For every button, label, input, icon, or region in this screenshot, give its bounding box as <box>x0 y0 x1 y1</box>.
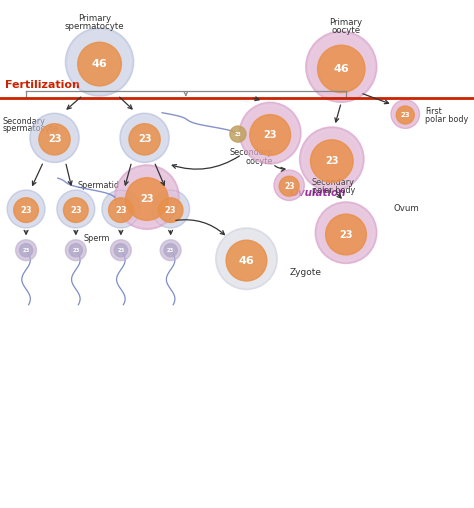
Circle shape <box>58 192 93 227</box>
Circle shape <box>274 170 304 201</box>
Circle shape <box>302 130 362 189</box>
Text: 23: 23 <box>48 134 61 144</box>
Circle shape <box>242 105 299 162</box>
Text: 23: 23 <box>138 134 151 144</box>
Text: polar body: polar body <box>425 115 468 124</box>
Text: spermatocyte: spermatocyte <box>2 124 58 133</box>
Circle shape <box>300 127 364 192</box>
Circle shape <box>32 115 77 161</box>
Text: 23: 23 <box>70 206 82 214</box>
Circle shape <box>9 192 44 227</box>
Text: 23: 23 <box>72 248 80 252</box>
Text: 23: 23 <box>401 112 410 118</box>
Text: 23: 23 <box>22 248 30 252</box>
Text: Primary: Primary <box>329 18 363 27</box>
Circle shape <box>250 115 291 155</box>
Circle shape <box>160 240 181 261</box>
Text: spermatocyte: spermatocyte <box>65 22 125 31</box>
Circle shape <box>126 178 168 220</box>
Circle shape <box>392 101 419 127</box>
Circle shape <box>279 176 299 196</box>
Text: 23: 23 <box>20 206 32 214</box>
Circle shape <box>216 228 277 290</box>
Circle shape <box>64 198 88 223</box>
Circle shape <box>306 31 377 102</box>
Circle shape <box>114 243 128 257</box>
Circle shape <box>16 240 36 261</box>
Circle shape <box>310 140 353 182</box>
Text: Secondary: Secondary <box>2 117 45 126</box>
Circle shape <box>318 45 365 92</box>
Text: Fertilization: Fertilization <box>5 80 80 90</box>
Text: oocyte: oocyte <box>331 26 361 36</box>
Circle shape <box>239 102 301 164</box>
Text: Secondary: Secondary <box>230 148 273 156</box>
Circle shape <box>391 100 419 129</box>
Text: 23: 23 <box>115 206 127 214</box>
Text: 46: 46 <box>91 59 108 69</box>
Circle shape <box>65 28 134 96</box>
Text: Secondary: Secondary <box>312 178 355 187</box>
Text: polar body: polar body <box>312 186 355 196</box>
Text: Ovum: Ovum <box>393 204 419 213</box>
Circle shape <box>57 190 95 228</box>
Circle shape <box>315 202 377 264</box>
Circle shape <box>153 192 188 227</box>
Circle shape <box>65 240 86 261</box>
Text: Primary: Primary <box>78 14 111 23</box>
Circle shape <box>7 190 45 228</box>
Text: Spermatid: Spermatid <box>77 181 119 190</box>
Text: First: First <box>425 107 442 116</box>
Text: Sperm: Sperm <box>84 234 110 243</box>
Circle shape <box>110 240 131 261</box>
Circle shape <box>30 113 79 163</box>
Text: 23: 23 <box>264 130 277 140</box>
Circle shape <box>120 113 169 163</box>
Text: 23: 23 <box>325 156 338 166</box>
Circle shape <box>69 243 82 257</box>
Circle shape <box>115 165 179 229</box>
Circle shape <box>78 42 121 86</box>
Circle shape <box>39 124 70 155</box>
Circle shape <box>275 171 303 199</box>
Text: 23: 23 <box>117 248 125 252</box>
Circle shape <box>230 126 246 142</box>
Circle shape <box>309 34 374 100</box>
Text: Zygote: Zygote <box>289 268 321 277</box>
Circle shape <box>14 198 38 223</box>
Text: 23: 23 <box>167 248 174 252</box>
Text: oocyte: oocyte <box>245 157 273 166</box>
Circle shape <box>158 198 183 223</box>
Text: Ovulation: Ovulation <box>289 188 346 198</box>
Text: 46: 46 <box>333 64 349 74</box>
Circle shape <box>164 243 177 257</box>
Text: 23: 23 <box>284 182 294 190</box>
Circle shape <box>226 240 267 281</box>
Circle shape <box>326 214 366 255</box>
Text: 23: 23 <box>165 206 176 214</box>
Circle shape <box>103 192 138 227</box>
Text: 46: 46 <box>238 256 255 266</box>
Circle shape <box>19 243 33 257</box>
Text: 23: 23 <box>339 230 353 239</box>
Circle shape <box>102 190 140 228</box>
Circle shape <box>396 106 414 124</box>
Circle shape <box>218 231 275 287</box>
Circle shape <box>68 30 131 93</box>
Text: 23: 23 <box>140 194 154 204</box>
Circle shape <box>152 190 190 228</box>
Circle shape <box>117 168 177 227</box>
Circle shape <box>122 115 167 161</box>
Circle shape <box>129 124 160 155</box>
Text: 23: 23 <box>235 132 241 137</box>
Circle shape <box>318 204 374 261</box>
Circle shape <box>109 198 133 223</box>
